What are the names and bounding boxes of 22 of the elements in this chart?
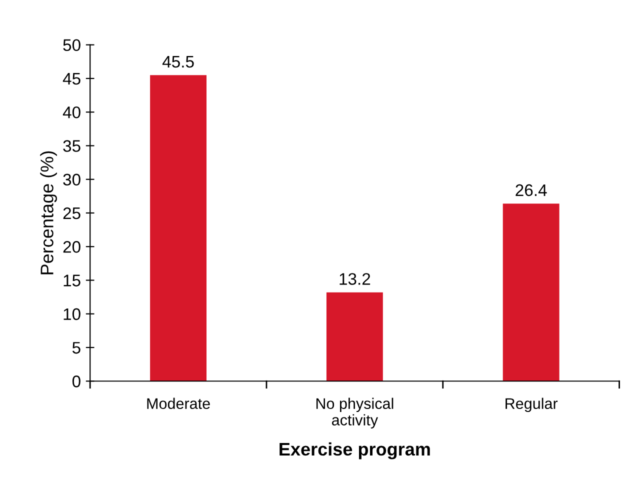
bar — [502, 204, 560, 382]
y-tick-label: 0 — [72, 376, 80, 388]
x-tick-label: No physical activity — [316, 398, 394, 428]
y-tick-label: 40 — [62, 106, 80, 118]
y-tick-label: 35 — [63, 140, 80, 152]
bar — [150, 75, 207, 382]
bar — [326, 292, 383, 382]
data-label: 45.5 — [162, 56, 194, 68]
y-axis-title: Percentage (%) — [40, 151, 57, 274]
y-tick-label: 15 — [64, 274, 80, 286]
x-axis-title: Exercise program — [280, 442, 430, 460]
y-tick-label: 50 — [63, 39, 80, 52]
y-tick-label: 45 — [62, 73, 80, 85]
y-tick-label: 5 — [72, 342, 80, 354]
y-tick-label: 10 — [64, 308, 80, 320]
x-tick-label: Regular — [506, 398, 558, 412]
y-tick-label: 30 — [63, 174, 80, 186]
y-tick-label: 25 — [63, 207, 80, 220]
y-tick-label: 20 — [63, 241, 80, 253]
x-tick-label: Moderate — [147, 398, 210, 410]
data-label: 26.4 — [516, 184, 547, 196]
data-label: 13.2 — [340, 273, 370, 285]
